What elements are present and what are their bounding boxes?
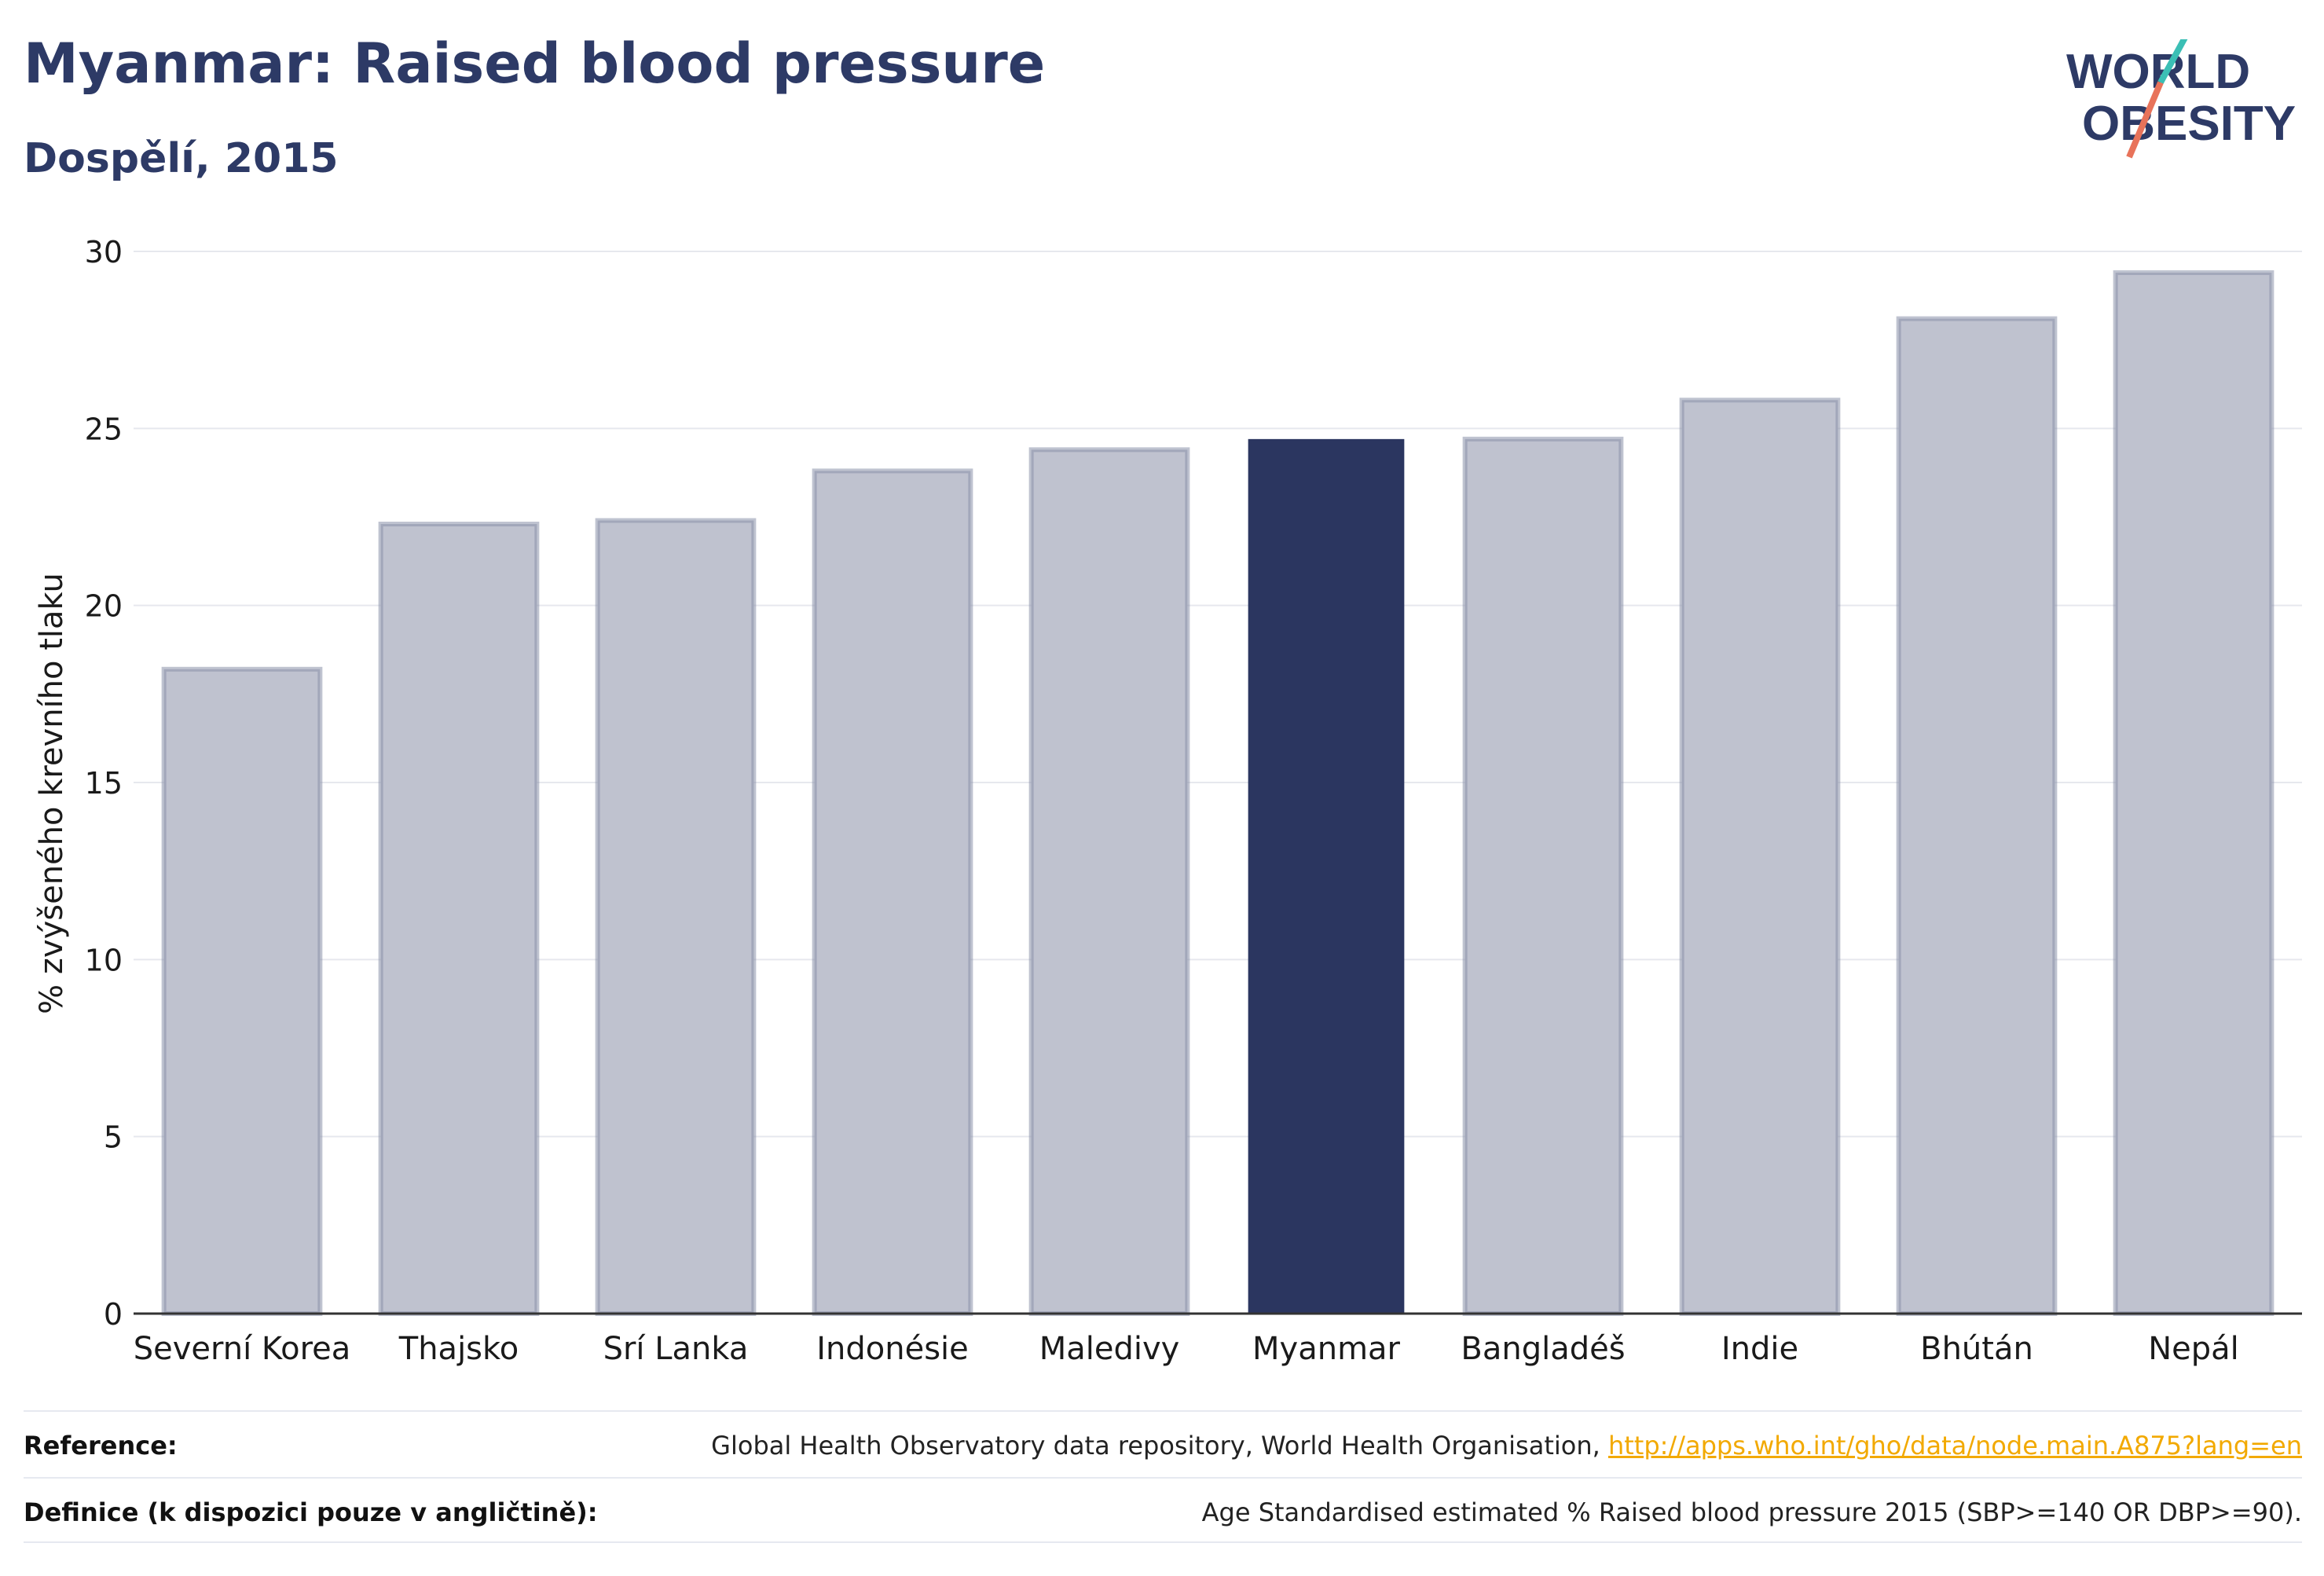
x-tick-label: Bhútán xyxy=(1920,1331,2033,1367)
y-axis-title: % zvýšeného krevního tlaku xyxy=(34,573,70,1014)
y-tick-label: 25 xyxy=(85,412,123,446)
logo-slash-top xyxy=(2157,39,2188,84)
logo-slash-bottom xyxy=(2126,81,2164,159)
reference-value: Global Health Observatory data repositor… xyxy=(711,1431,2302,1461)
y-tick-label: 15 xyxy=(85,766,123,801)
definition-value: Age Standardised estimated % Raised bloo… xyxy=(1201,1497,2302,1527)
y-tick-label: 30 xyxy=(85,235,123,269)
bar-myanmar xyxy=(1248,438,1405,1314)
x-tick-label: Maledivy xyxy=(1039,1331,1180,1367)
x-tick-label: Thajsko xyxy=(398,1331,519,1367)
x-tick-label: Srí Lanka xyxy=(603,1331,749,1367)
y-tick-label: 10 xyxy=(85,943,123,977)
world-obesity-logo: WORLD OBESITY xyxy=(2066,39,2296,159)
bar-severní-korea xyxy=(161,666,323,1316)
reference-link[interactable]: http://apps.who.int/gho/data/node.main.A… xyxy=(1607,1431,2302,1461)
x-tick-label: Indie xyxy=(1721,1331,1798,1367)
y-tick-label: 5 xyxy=(104,1120,123,1155)
footer-divider-top xyxy=(24,1410,2302,1412)
footer-definition-row: Definice (k dispozici pouze v angličtině… xyxy=(24,1481,2302,1544)
bar-bhútán xyxy=(1896,316,2058,1316)
y-tick-label: 20 xyxy=(85,589,123,624)
bar-bangladéš xyxy=(1462,436,1624,1316)
bar-srí-lanka xyxy=(595,518,757,1316)
bar-indie xyxy=(1679,398,1841,1316)
bar-maledivy xyxy=(1028,447,1190,1317)
bar-nepál xyxy=(2113,270,2275,1316)
reference-label: Reference: xyxy=(24,1431,178,1461)
chart-subtitle: Dospělí, 2015 xyxy=(24,135,339,182)
x-tick-label: Bangladéš xyxy=(1461,1331,1625,1367)
bar-chart: 0 5 10 15 20 25 30 Severní Korea Thajsko Srí Lank… xyxy=(85,235,2302,1367)
x-tick-label: Severní Korea xyxy=(134,1331,351,1367)
x-tick-label: Myanmar xyxy=(1252,1331,1401,1367)
definition-label: Definice (k dispozici pouze v angličtině… xyxy=(24,1497,598,1527)
x-tick-label: Nepál xyxy=(2148,1331,2239,1367)
footer-reference-row: Reference: Global Health Observatory dat… xyxy=(24,1414,2302,1477)
logo-line2: OBESITY xyxy=(2082,97,2296,151)
y-tick-label: 0 xyxy=(104,1297,123,1332)
reference-text: Global Health Observatory data repositor… xyxy=(711,1431,1608,1461)
bar-thajsko xyxy=(378,522,540,1316)
x-tick-label: Indonésie xyxy=(816,1331,969,1367)
footer-divider-middle xyxy=(24,1477,2302,1479)
bar-indonésie xyxy=(812,468,973,1316)
chart-title: Myanmar: Raised blood pressure xyxy=(24,31,1046,96)
footer-divider-bottom xyxy=(24,1541,2302,1543)
